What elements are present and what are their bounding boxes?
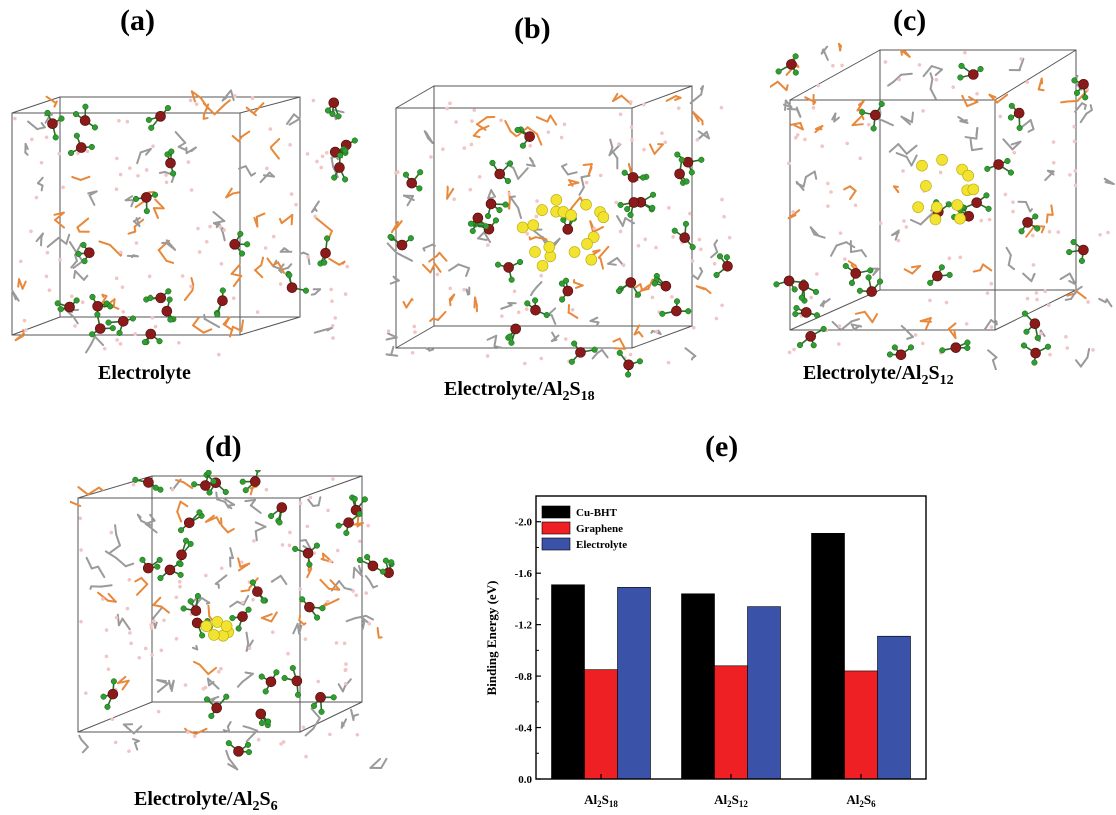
panel-label-a: (a)	[120, 4, 155, 38]
y-tick-label: -1.2	[515, 620, 533, 632]
legend-swatch-cu-bht	[542, 506, 570, 518]
y-tick-label: -0.8	[515, 671, 533, 683]
x-tick-label: Al2S6	[846, 792, 876, 809]
y-axis-ticks: 0.0 -0.4 -0.8 -1.2 -1.6 -2.0	[515, 496, 541, 786]
bar-graphene-2	[845, 671, 878, 779]
bar-electrolyte-0	[618, 587, 651, 779]
legend-label-electrolyte: Electrolyte	[576, 539, 627, 551]
caption-a: Electrolyte	[98, 362, 191, 385]
x-tick-label: Al2S18	[584, 792, 618, 809]
chart-bars	[552, 533, 911, 779]
y-axis-label: Binding Energy (eV)	[484, 581, 499, 696]
panel-label-c: (c)	[893, 4, 926, 38]
y-tick-label: 0.0	[518, 774, 532, 786]
y-tick-label: -1.6	[515, 568, 533, 580]
bar-cu-bht-1	[682, 594, 715, 779]
bar-cu-bht-0	[552, 585, 585, 779]
molecular-structure-d	[70, 470, 400, 780]
x-tick-label: Al2S12	[714, 792, 748, 809]
panel-label-e: (e)	[705, 430, 738, 464]
molecular-structure-c	[770, 40, 1116, 370]
caption-c: Electrolyte/Al2S12	[803, 362, 954, 389]
legend-swatch-graphene	[542, 522, 570, 534]
bar-electrolyte-1	[748, 607, 781, 779]
y-tick-label: -0.4	[515, 723, 533, 735]
y-tick-label: -2.0	[515, 517, 533, 529]
caption-d: Electrolyte/Al2S6	[134, 788, 278, 815]
molecules	[70, 470, 394, 769]
molecules	[387, 86, 733, 377]
simulation-cell	[396, 86, 692, 348]
panel-label-d: (d)	[205, 430, 242, 464]
molecular-structure-a	[0, 85, 370, 365]
molecular-structure-b	[370, 80, 740, 380]
bar-cu-bht-2	[812, 533, 845, 779]
legend-label-graphene: Graphene	[576, 523, 623, 535]
legend-swatch-electrolyte	[542, 538, 570, 550]
legend: Cu-BHT Graphene Electrolyte	[542, 506, 627, 551]
bar-graphene-1	[715, 666, 748, 779]
binding-energy-chart: 0.0 -0.4 -0.8 -1.2 -1.6 -2.0 Binding Energy (…	[480, 480, 950, 814]
legend-label-cu-bht: Cu-BHT	[576, 507, 618, 519]
bar-electrolyte-2	[878, 636, 911, 779]
panel-label-b: (b)	[514, 12, 551, 46]
bar-graphene-0	[585, 670, 618, 779]
molecules	[770, 44, 1114, 370]
caption-b: Electrolyte/Al2S18	[444, 378, 595, 405]
